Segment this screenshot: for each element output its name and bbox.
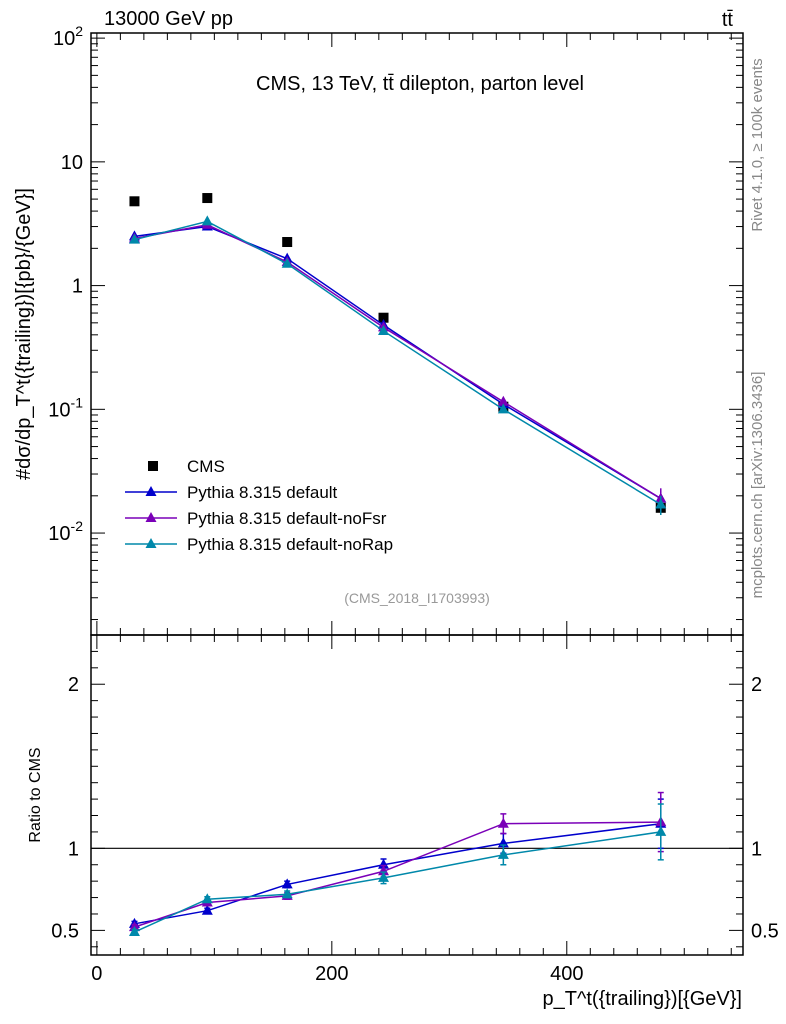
y-tick-exponent: -1 [71, 394, 84, 410]
ratio-data-point [281, 888, 293, 899]
ratio-series-line [134, 831, 661, 933]
data-point [378, 312, 389, 323]
series-line [134, 224, 662, 500]
main-plot-area [128, 193, 667, 515]
data-point [497, 403, 509, 414]
y-tick-exponent: 2 [75, 23, 83, 39]
mcplots-label-group: mcplots.cern.ch [arXiv:1306.3436] [749, 372, 766, 599]
energy-label: 13000 GeV pp [104, 8, 233, 30]
y-tick-label: 10-1 [48, 394, 83, 421]
main-panel: 102 10 1 10-1 10-2 CMS, 13 TeV, tt̄ dilepton… [48, 23, 744, 636]
legend-marker [148, 461, 158, 471]
ratio-y-tick-label-right: 2 [751, 674, 762, 696]
x-axis-label: p_T^t({trailing})[{GeV}] [543, 988, 743, 1010]
ratio-ylabel: Ratio to CMS [27, 747, 44, 842]
ratio-series-line [134, 821, 661, 928]
rivet-label: Rivet 4.1.0, ≥ 100k events [749, 58, 766, 231]
series-line [134, 225, 662, 500]
x-tick-label: 0 [91, 963, 102, 985]
ratio-ylabel-text: Ratio to CMS [27, 747, 44, 842]
x-tick-label: 200 [315, 963, 348, 985]
ratio-series-2 [128, 803, 667, 937]
legend-marker [145, 512, 157, 522]
y-tick-label: 10-2 [48, 518, 83, 545]
main-ticks: 102 10 1 10-1 10-2 [48, 23, 743, 635]
legend-marker [145, 486, 157, 496]
legend-label: Pythia 8.315 default [187, 483, 338, 502]
data-point [655, 498, 667, 509]
ratio-plot-area [91, 791, 743, 937]
ratio-data-point [201, 904, 213, 915]
series-3 [128, 215, 667, 515]
main-title: CMS, 13 TeV, tt̄ dilepton, parton level [256, 73, 584, 95]
analysis-tag: (CMS_2018_I1703993) [344, 590, 490, 606]
main-ylabel-text: #dσ/dp_T^t({trailing})[{pb}/{GeV}] [13, 188, 35, 480]
legend: CMS Pythia 8.315 default Pythia 8.315 defa… [125, 457, 393, 554]
data-point [497, 395, 509, 406]
mcplots-label: mcplots.cern.ch [arXiv:1306.3436] [749, 372, 766, 599]
rivet-label-group: Rivet 4.1.0, ≥ 100k events [749, 58, 766, 231]
legend-label: Pythia 8.315 default-noRap [187, 535, 393, 554]
legend-label: CMS [187, 457, 225, 476]
data-point [202, 193, 213, 204]
main-ylabel: #dσ/dp_T^t({trailing})[{pb}/{GeV}] [13, 188, 35, 480]
ratio-data-point [497, 817, 509, 828]
ratio-y-tick-label: 1 [68, 838, 79, 860]
y-tick-label: 102 [53, 23, 83, 50]
ratio-panel: 0.5 0.5 1 1 2 2 0 200 400 [51, 634, 779, 985]
ratio-series-0 [128, 798, 667, 928]
ratio-data-point [378, 871, 390, 882]
y-tick-label: 10 [61, 152, 83, 174]
y-tick-label: 1 [72, 276, 83, 298]
ratio-data-point [497, 848, 509, 859]
data-point [282, 237, 293, 248]
legend-marker [145, 538, 157, 548]
ratio-data-point [655, 825, 667, 836]
data-point [129, 196, 140, 207]
data-point [281, 257, 293, 268]
ratio-series-line [134, 822, 661, 925]
ratio-frame [90, 634, 744, 956]
data-point [128, 233, 140, 244]
ratio-y-tick-label: 2 [68, 674, 79, 696]
series-line [134, 220, 662, 506]
x-tick-label: 400 [550, 963, 583, 985]
ratio-y-tick-label-right: 1 [751, 838, 762, 860]
data-point [201, 215, 213, 226]
y-tick-exponent: -2 [71, 518, 84, 534]
ratio-data-point [201, 893, 213, 904]
data-point [378, 324, 390, 335]
ratio-ticks: 0.5 0.5 1 1 2 2 0 200 400 [51, 635, 779, 985]
ratio-data-point [128, 926, 140, 937]
ratio-y-tick-label: 0.5 [51, 920, 79, 942]
legend-label: Pythia 8.315 default-noFsr [187, 509, 387, 528]
ratio-y-tick-label-right: 0.5 [751, 920, 779, 942]
ratio-data-point [281, 878, 293, 889]
process-label: tt̄ [722, 9, 734, 31]
